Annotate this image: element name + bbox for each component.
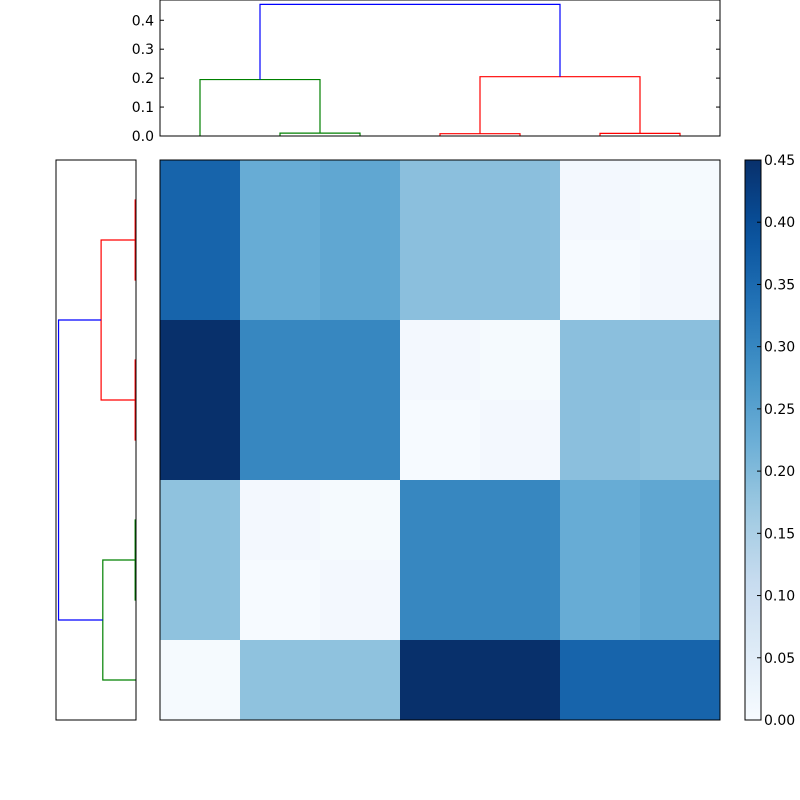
colorbar: 0.00 0.05 0.10 0.15 0.20 0.25 0.30 0.35 0.40 0.45 (744, 153, 795, 729)
top-dendrogram-ytick-label: 0.0 (132, 129, 154, 145)
left-dendrogram (55, 159, 137, 721)
heatmap-cell (320, 480, 401, 561)
heatmap-cell (480, 640, 561, 721)
heatmap-cell (320, 160, 401, 241)
colorbar-tick-label: 0.00 (764, 713, 795, 729)
heatmap-cell (560, 640, 641, 721)
heatmap-cell (560, 480, 641, 561)
heatmap (159, 159, 721, 721)
top-dendrogram-frame (159, 0, 721, 137)
heatmap-cell (480, 400, 561, 481)
heatmap-cell (400, 560, 481, 641)
heatmap-cell (160, 240, 241, 321)
heatmap-cell (160, 640, 241, 721)
colorbar-tick-label: 0.40 (764, 215, 795, 231)
top-dendrogram-link-3 (599, 132, 681, 136)
top-dendrogram-ytick-label: 0.4 (132, 13, 154, 29)
heatmap-cell (160, 560, 241, 641)
heatmap-cell (560, 240, 641, 321)
colorbar-tick-label: 0.05 (764, 651, 795, 667)
heatmap-cell (480, 480, 561, 561)
heatmap-cell (240, 480, 321, 561)
colorbar-gradient (744, 159, 762, 721)
left-dendrogram-link-2 (100, 239, 136, 401)
heatmap-cell (480, 320, 561, 401)
colorbar-tick-label: 0.45 (764, 153, 795, 169)
heatmap-cell (400, 320, 481, 401)
heatmap-cell (240, 400, 321, 481)
colorbar-tick-label: 0.35 (764, 277, 795, 293)
colorbar-tick-label: 0.20 (764, 464, 795, 480)
heatmap-cell (320, 640, 401, 721)
left-dendrogram-frame (55, 159, 137, 721)
heatmap-cell (320, 320, 401, 401)
heatmap-cell (160, 160, 241, 241)
heatmap-cell (640, 480, 721, 561)
top-dendrogram-ytick-label: 0.2 (132, 71, 154, 87)
heatmap-cell (160, 320, 241, 401)
heatmap-cell (160, 400, 241, 481)
left-dendrogram-link-5 (57, 319, 103, 621)
heatmap-cell (640, 640, 721, 721)
colorbar-tick-label: 0.30 (764, 340, 795, 356)
heatmap-cell (560, 400, 641, 481)
heatmap-cell (640, 400, 721, 481)
heatmap-cell (240, 640, 321, 721)
heatmap-cell (160, 480, 241, 561)
top-dendrogram-link-5 (259, 3, 561, 80)
heatmap-cell (640, 240, 721, 321)
heatmap-cell (400, 240, 481, 321)
heatmap-cell (480, 160, 561, 241)
heatmap-cell (560, 160, 641, 241)
top-dendrogram-link-1 (199, 78, 321, 136)
heatmap-cell (560, 560, 641, 641)
heatmap-cell (240, 320, 321, 401)
left-dendrogram-link-4 (102, 559, 136, 681)
heatmap-cell (400, 480, 481, 561)
colorbar-tick-label: 0.25 (764, 402, 795, 418)
heatmap-frame (159, 159, 721, 721)
heatmap-cell (240, 240, 321, 321)
colorbar-tick-label: 0.10 (764, 589, 795, 605)
heatmap-cell (480, 240, 561, 321)
heatmap-cell (560, 320, 641, 401)
top-dendrogram-ytick-label: 0.3 (132, 42, 154, 58)
heatmap-cell (640, 560, 721, 641)
heatmap-cell (240, 160, 321, 241)
heatmap-cell (320, 560, 401, 641)
top-dendrogram: 0.0 0.1 0.2 0.3 0.4 (132, 0, 721, 145)
heatmap-cell (640, 320, 721, 401)
top-dendrogram-ytick-label: 0.1 (132, 100, 154, 116)
heatmap-cell (400, 400, 481, 481)
heatmap-cell (240, 560, 321, 641)
heatmap-cell (320, 400, 401, 481)
heatmap-cell (400, 640, 481, 721)
heatmap-cell (480, 560, 561, 641)
colorbar-tick-label: 0.15 (764, 526, 795, 542)
heatmap-cell (320, 240, 401, 321)
top-dendrogram-link-4 (479, 76, 641, 134)
heatmap-cell (640, 160, 721, 241)
heatmap-cell (400, 160, 481, 241)
